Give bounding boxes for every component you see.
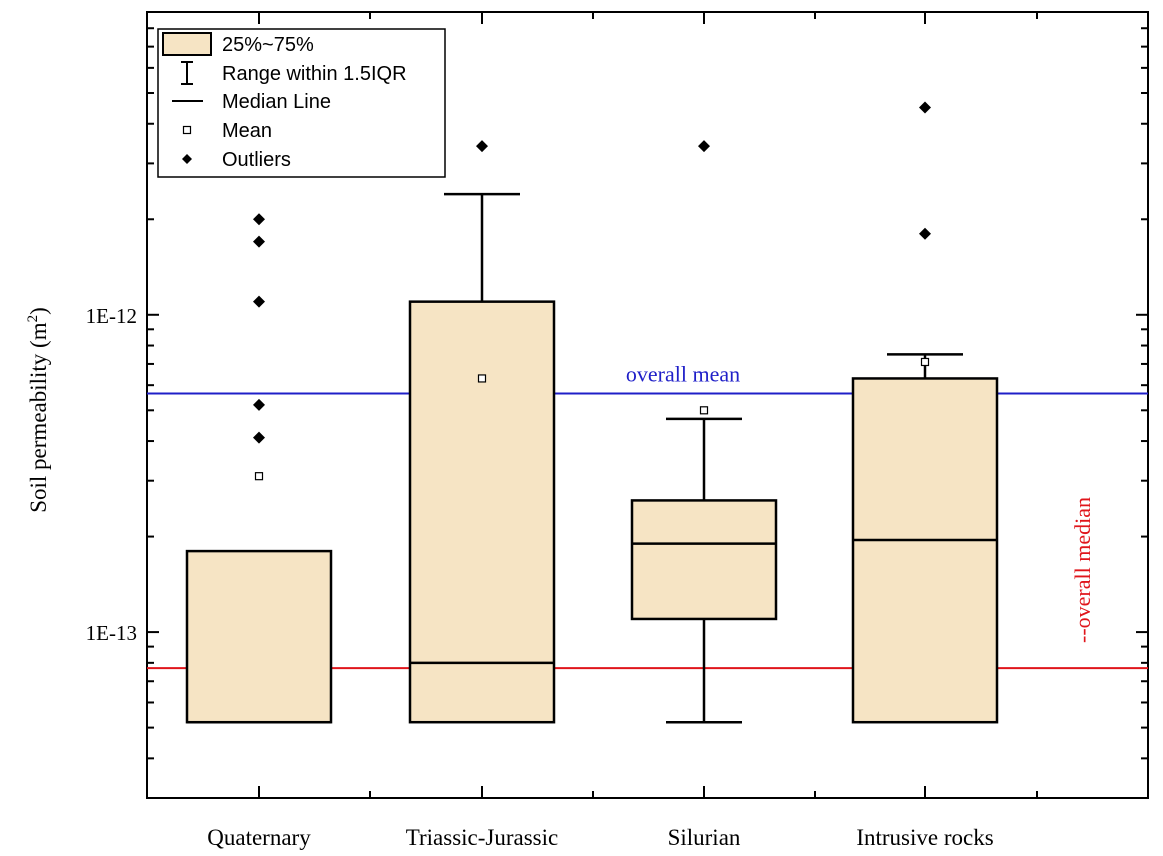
overall-median-label: --overall median (1070, 497, 1095, 643)
box-intrusive-rocks (851, 377, 999, 724)
x-tick-label: Intrusive rocks (856, 825, 993, 850)
legend: 25%~75% Range within 1.5IQR Median Line Mea… (157, 28, 446, 178)
labels: 1E-13 1E-12 Quaternary Triassic-Jurassic Sil… (86, 304, 1095, 850)
x-tick-label: Quaternary (207, 825, 311, 850)
overall-mean-label: overall mean (626, 361, 740, 386)
legend-label: 25%~75% (222, 34, 314, 56)
mean-point (254, 472, 264, 481)
legend-outlier-swatch (182, 154, 192, 164)
points (253, 101, 931, 481)
box-triassic-jurassic (408, 300, 556, 724)
legend-mean-swatch (182, 125, 192, 135)
outlier-point (698, 140, 710, 153)
plot-border (146, 11, 1149, 799)
outlier-point (253, 431, 265, 444)
mean-point (920, 357, 930, 367)
y-axis-label: Soil permeability (m2) (25, 307, 51, 513)
box-quaternary (185, 549, 333, 724)
outlier-point (919, 101, 931, 114)
legend-label: Median Line (222, 91, 331, 113)
legend-label: Mean (222, 120, 272, 142)
outlier-point (476, 140, 488, 153)
mean-point (477, 374, 487, 383)
x-tick-label: Triassic-Jurassic (406, 825, 558, 850)
plot-frame (146, 11, 1149, 799)
outlier-point (253, 235, 265, 248)
box-silurian (630, 499, 778, 621)
y-tick-label: 1E-12 (86, 304, 137, 328)
x-tick-label: Silurian (668, 825, 741, 850)
outlier-point (253, 295, 265, 308)
legend-box-swatch (162, 32, 212, 56)
outlier-point (253, 398, 265, 411)
y-tick-label: 1E-13 (86, 621, 137, 645)
boxes (185, 192, 999, 724)
outlier-point (253, 213, 265, 226)
legend-label: Outliers (222, 149, 291, 171)
axis-ticks (147, 11, 1148, 799)
outlier-point (919, 227, 931, 240)
legend-label: Range within 1.5IQR (222, 63, 407, 85)
mean-point (699, 406, 709, 415)
